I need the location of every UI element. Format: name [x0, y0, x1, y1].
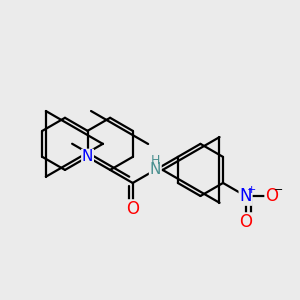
Text: N: N — [82, 149, 93, 164]
Text: N: N — [239, 187, 252, 205]
Text: H: H — [151, 154, 160, 166]
Text: N: N — [150, 162, 161, 177]
Text: +: + — [246, 185, 256, 196]
Text: −: − — [274, 185, 283, 196]
Text: O: O — [265, 187, 278, 205]
Text: O: O — [239, 213, 252, 231]
Text: O: O — [126, 200, 139, 218]
